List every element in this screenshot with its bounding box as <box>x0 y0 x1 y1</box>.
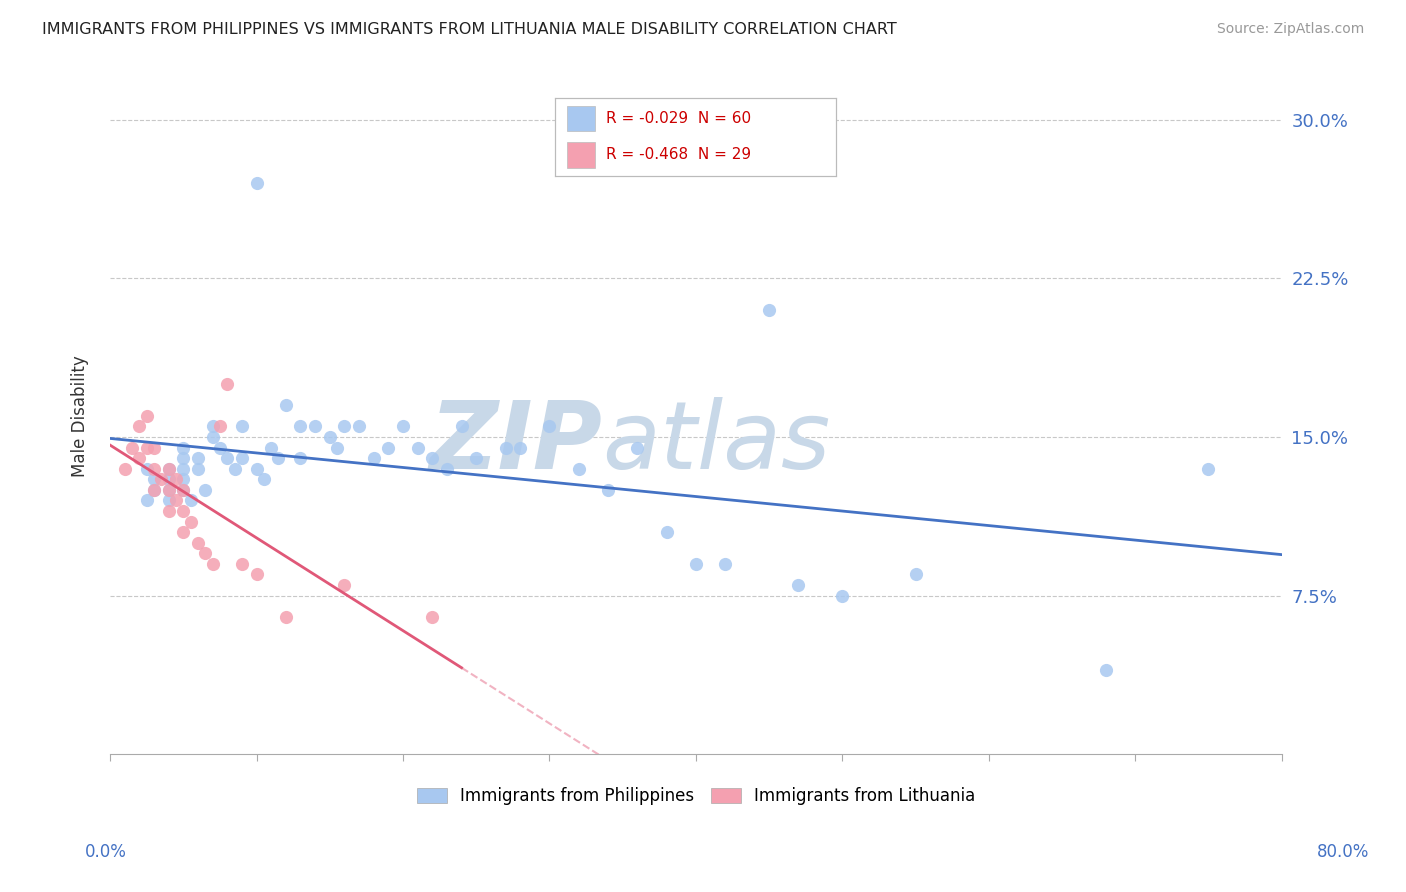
Point <box>1198 461 1220 475</box>
Point <box>245 567 267 582</box>
Point <box>260 441 283 455</box>
Point <box>231 451 253 466</box>
Point <box>787 578 810 592</box>
Point <box>143 461 166 475</box>
Point <box>420 451 443 466</box>
Point <box>231 557 253 571</box>
Point <box>290 451 312 466</box>
Point <box>217 377 239 392</box>
Point <box>187 535 209 549</box>
Point <box>172 483 194 497</box>
Text: Source: ZipAtlas.com: Source: ZipAtlas.com <box>1216 22 1364 37</box>
Point <box>406 441 429 455</box>
Point <box>267 451 290 466</box>
Point <box>143 483 166 497</box>
Point <box>201 557 224 571</box>
Point <box>224 461 246 475</box>
Point <box>187 451 209 466</box>
Point <box>157 461 180 475</box>
Point <box>904 567 927 582</box>
Point <box>172 461 194 475</box>
Point <box>245 461 267 475</box>
Point <box>187 461 209 475</box>
Point <box>333 419 356 434</box>
Point <box>143 441 166 455</box>
Point <box>180 515 202 529</box>
Point <box>290 419 312 434</box>
Point <box>347 419 370 434</box>
Point <box>157 493 180 508</box>
Point <box>201 430 224 444</box>
Point <box>326 441 349 455</box>
Point <box>274 609 297 624</box>
Point <box>128 419 150 434</box>
Point <box>180 493 202 508</box>
Point <box>596 483 619 497</box>
Point <box>217 451 239 466</box>
Point <box>135 409 157 423</box>
Point <box>172 504 194 518</box>
Point <box>465 451 488 466</box>
Point <box>157 461 180 475</box>
Point <box>450 419 472 434</box>
Point <box>157 483 180 497</box>
Point <box>253 472 276 486</box>
Point <box>392 419 415 434</box>
Point <box>655 525 678 540</box>
Point <box>208 419 231 434</box>
Point <box>157 483 180 497</box>
Point <box>333 578 356 592</box>
Point <box>509 441 531 455</box>
Point <box>121 441 143 455</box>
Point <box>157 504 180 518</box>
Point <box>626 441 648 455</box>
Point <box>172 472 194 486</box>
Point <box>758 303 780 318</box>
Point <box>135 441 157 455</box>
Point <box>143 472 166 486</box>
Point <box>194 546 217 560</box>
Point <box>172 525 194 540</box>
Point <box>208 441 231 455</box>
Point <box>165 472 187 486</box>
Point <box>157 472 180 486</box>
Legend: Immigrants from Philippines, Immigrants from Lithuania: Immigrants from Philippines, Immigrants … <box>408 779 984 814</box>
Point <box>172 483 194 497</box>
Point <box>436 461 458 475</box>
Point <box>128 451 150 466</box>
Text: 0.0%: 0.0% <box>84 843 127 861</box>
Point <box>274 398 297 412</box>
Point <box>172 441 194 455</box>
Point <box>568 461 591 475</box>
Point <box>377 441 399 455</box>
Point <box>114 461 136 475</box>
Point <box>319 430 342 444</box>
Point <box>194 483 217 497</box>
Point <box>304 419 326 434</box>
Text: IMMIGRANTS FROM PHILIPPINES VS IMMIGRANTS FROM LITHUANIA MALE DISABILITY CORRELA: IMMIGRANTS FROM PHILIPPINES VS IMMIGRANT… <box>42 22 897 37</box>
Point <box>831 589 853 603</box>
Point <box>245 176 267 190</box>
Point <box>538 419 561 434</box>
Text: ZIP: ZIP <box>429 397 602 489</box>
Point <box>135 493 157 508</box>
Point <box>172 451 194 466</box>
Point <box>495 441 517 455</box>
Point <box>363 451 385 466</box>
Point <box>143 483 166 497</box>
Text: atlas: atlas <box>602 398 831 489</box>
Point <box>420 609 443 624</box>
Text: 80.0%: 80.0% <box>1316 843 1369 861</box>
Point <box>231 419 253 434</box>
Point <box>150 472 173 486</box>
Point <box>685 557 707 571</box>
Point <box>201 419 224 434</box>
Y-axis label: Male Disability: Male Disability <box>72 355 89 476</box>
Point <box>1095 663 1118 677</box>
Point <box>165 493 187 508</box>
Point <box>135 461 157 475</box>
Point <box>714 557 737 571</box>
